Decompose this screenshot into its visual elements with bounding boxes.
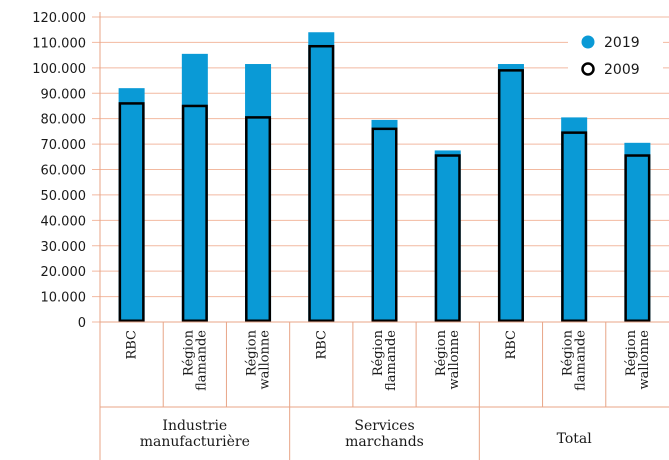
x-tick-label: Région — [561, 329, 576, 376]
group-label: Services — [354, 418, 414, 434]
legend: 2019 2009 — [568, 28, 663, 86]
bar-2009-outline — [245, 116, 272, 323]
legend-marker-2009 — [581, 62, 595, 76]
x-tick-label: RBC — [314, 330, 329, 360]
bar-2019 — [497, 64, 524, 322]
group-label: Industrie — [162, 418, 227, 434]
x-tick-label: flamande — [384, 330, 399, 391]
bar-2009-outline — [371, 127, 398, 322]
x-tick-label: Région — [245, 329, 260, 376]
bar-2019 — [308, 32, 335, 322]
bar-2019 — [624, 142, 651, 322]
x-tick-label: flamande — [574, 330, 589, 391]
y-tick-label: 120.000 — [32, 11, 86, 26]
bar-2019 — [434, 150, 461, 322]
x-tick-label: Région — [371, 329, 386, 376]
legend-label-2019: 2019 — [604, 35, 640, 51]
y-tick-label: 20.000 — [41, 265, 87, 280]
y-tick-label: 10.000 — [41, 291, 87, 306]
bar-2019 — [245, 64, 272, 322]
bar-2009-outline — [497, 69, 524, 322]
y-tick-label: 30.000 — [41, 240, 87, 255]
bar-2019 — [371, 119, 398, 322]
group-label: marchands — [345, 434, 424, 450]
y-axis-ticks: 0 10.000 20.000 30.000 40.000 50.000 60.000 70.… — [32, 11, 86, 331]
x-tick-label: flamande — [194, 330, 209, 391]
x-tick-label: Région — [434, 329, 449, 376]
y-tick-label: 50.000 — [41, 189, 87, 204]
y-tick-label: 40.000 — [41, 214, 87, 229]
bar-2009-outline — [181, 104, 208, 323]
y-tick-label: 70.000 — [41, 138, 87, 153]
x-tick-label: wallonne — [258, 330, 273, 390]
bar-2009-outline — [308, 44, 335, 323]
x-tick-label: wallonne — [447, 330, 462, 390]
bar-2019 — [181, 53, 208, 323]
y-tick-label: 80.000 — [41, 113, 87, 128]
bar-2009-outline — [434, 154, 461, 322]
y-tick-label: 90.000 — [41, 87, 87, 102]
y-tick-label: 60.000 — [41, 164, 87, 179]
bar-2019 — [118, 88, 145, 323]
bar-2009-outline — [561, 131, 588, 322]
y-tick-label: 0 — [78, 316, 86, 331]
y-tick-label: 110.000 — [32, 36, 86, 51]
bar-2009-outline — [624, 154, 651, 322]
legend-marker-2019 — [581, 35, 595, 49]
x-tick-label: Région — [624, 329, 639, 376]
bars — [118, 32, 651, 323]
x-tick-label: wallonne — [637, 330, 652, 390]
x-tick-label: RBC — [125, 330, 140, 360]
bar-2009-outline — [118, 102, 145, 322]
group-label: Total — [557, 431, 593, 447]
legend-label-2009: 2009 — [604, 62, 640, 78]
y-tick-label: 100.000 — [32, 62, 86, 77]
x-tick-label: Région — [181, 329, 196, 376]
bar-2019 — [561, 117, 588, 322]
group-label: manufacturière — [140, 434, 250, 450]
x-tick-label: RBC — [504, 330, 519, 360]
